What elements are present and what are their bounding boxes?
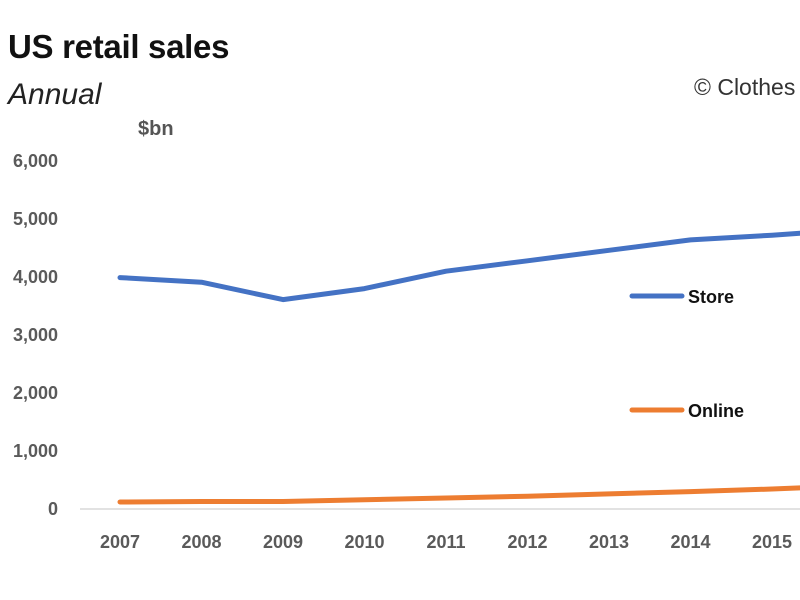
x-tick-label: 2015 (752, 532, 792, 552)
y-tick-label: 0 (48, 499, 58, 519)
y-tick-label: 6,000 (13, 151, 58, 171)
x-tick-label: 2008 (181, 532, 221, 552)
y-tick-label: 3,000 (13, 325, 58, 345)
x-tick-label: 2009 (263, 532, 303, 552)
series-line-store (117, 230, 800, 303)
chart-title: US retail sales (8, 28, 230, 65)
axes: 0 1,000 2,000 3,000 4,000 5,000 6,000 2007 2008 2… (13, 151, 800, 552)
y-tick-label: 2,000 (13, 383, 58, 403)
x-tick-label: 2010 (344, 532, 384, 552)
x-tick-label: 2007 (100, 532, 140, 552)
y-tick-label: 4,000 (13, 267, 58, 287)
copyright-text: © Clothes (694, 74, 796, 100)
y-axis-unit-label: $bn (138, 118, 174, 140)
legend-label-online: Online (688, 401, 744, 421)
x-tick-label: 2014 (670, 532, 710, 552)
legend: Store Online (629, 287, 744, 421)
y-tick-label: 1,000 (13, 441, 58, 461)
x-tick-label: 2011 (426, 532, 465, 552)
x-tick-label: 2012 (507, 532, 547, 552)
legend-label-store: Store (688, 287, 734, 307)
x-tick-label: 2013 (589, 532, 629, 552)
series-layer (117, 230, 800, 505)
series-line-online (117, 485, 800, 505)
chart-subtitle: Annual (8, 78, 102, 111)
y-tick-label: 5,000 (13, 209, 58, 229)
